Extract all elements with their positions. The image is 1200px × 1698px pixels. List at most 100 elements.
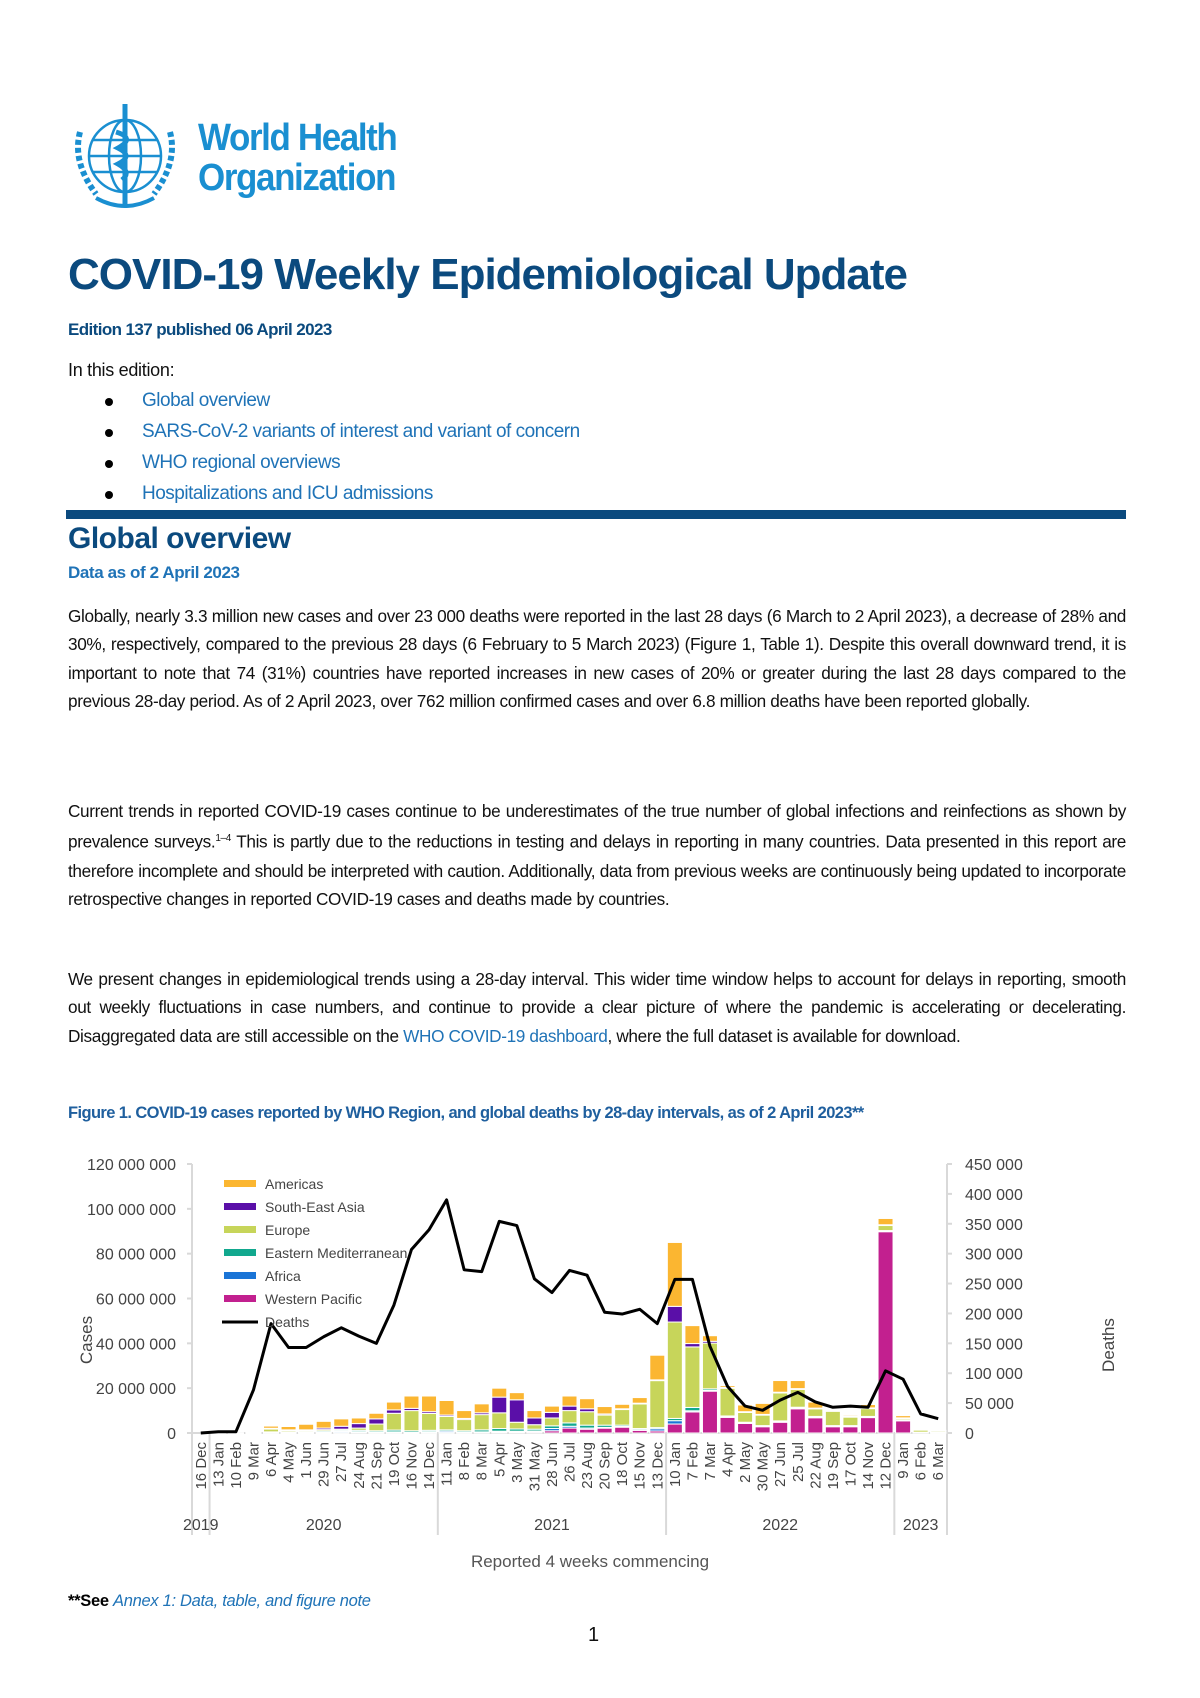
bar-segment-americas: [368, 1412, 385, 1420]
x-tick-label: 6 Mar: [930, 1442, 947, 1480]
x-tick-label: 31 May: [526, 1442, 543, 1492]
bar-segment-americas: [298, 1423, 315, 1431]
bar-segment-western-pacific: [737, 1422, 754, 1434]
x-tick-label: 25 Jul: [790, 1442, 807, 1482]
x-tick-label: 30 May: [755, 1442, 772, 1492]
bar-segment-europe: [824, 1410, 841, 1427]
citation-superscript: 1–4: [215, 833, 231, 845]
toc-link-variants[interactable]: SARS-CoV-2 variants of interest and vari…: [142, 421, 580, 442]
bar-segment-americas: [456, 1410, 473, 1419]
footnote: **See Annex 1: Data, table, and figure n…: [68, 1592, 371, 1611]
bar-segment-europe: [579, 1411, 596, 1426]
x-tick-label: 8 Mar: [474, 1442, 491, 1480]
bar-segment-africa: [666, 1420, 683, 1425]
x-tick-label: 11 Jan: [439, 1442, 456, 1486]
in-this-edition-label: In this edition:: [68, 360, 175, 380]
bar-segment-europe: [561, 1410, 578, 1424]
x-axis-label: Reported 4 weeks commencing: [471, 1552, 709, 1571]
bar-segment-europe: [737, 1411, 754, 1423]
bar-segment-europe: [543, 1417, 560, 1427]
bar-segment-europe: [403, 1410, 420, 1432]
bar-segment-south-east-asia: [350, 1423, 367, 1429]
year-label: 2021: [534, 1517, 570, 1534]
y-tick-label: 20 000 000: [96, 1381, 176, 1398]
bar-segment-americas: [526, 1410, 543, 1419]
bar-segment-europe: [684, 1346, 701, 1408]
bar-segment-americas: [789, 1380, 806, 1390]
toc-link-hospitalizations[interactable]: Hospitalizations and ICU admissions: [142, 483, 433, 504]
para3-text: We present changes in epidemiological tr…: [68, 969, 1126, 1046]
x-tick-label: 23 Aug: [579, 1442, 596, 1489]
bar-segment-europe: [456, 1419, 473, 1432]
x-tick-label: 4 May: [281, 1442, 298, 1483]
y-tick-label: 80 000 000: [96, 1247, 176, 1264]
deaths-line: [200, 1198, 939, 1435]
bar-segment-europe: [596, 1414, 613, 1426]
bar-segment-europe: [666, 1321, 683, 1419]
x-tick-label: 28 Jun: [544, 1442, 561, 1487]
legend-label: Western Pacific: [265, 1291, 362, 1307]
y-tick-label: 120 000 000: [87, 1157, 176, 1174]
bar-segment-americas: [614, 1403, 631, 1410]
legend-label: Europe: [265, 1222, 310, 1238]
bar-segment-americas: [877, 1217, 894, 1226]
x-tick-label: 10 Jan: [667, 1442, 684, 1487]
toc-link-regional-overviews[interactable]: WHO regional overviews: [142, 452, 341, 473]
bar-segment-europe: [491, 1412, 508, 1430]
bar-segment-south-east-asia: [561, 1405, 578, 1412]
y2-tick-label: 50 000: [965, 1396, 1014, 1413]
paragraph-underestimates: Current trends in reported COVID-19 case…: [68, 797, 1126, 913]
x-tick-label: 3 May: [509, 1442, 526, 1483]
bar-segment-americas: [333, 1418, 350, 1427]
year-label: 2022: [762, 1517, 798, 1534]
bullet-icon: [105, 429, 113, 437]
x-tick-label: 7 Feb: [684, 1442, 701, 1480]
bar-segment-western-pacific: [561, 1427, 578, 1434]
toc-item: Global overview: [105, 390, 270, 412]
document-title: COVID-19 Weekly Epidemiological Update: [68, 250, 908, 299]
bar-segment-western-pacific: [807, 1416, 824, 1434]
bar-segment-europe: [631, 1403, 648, 1430]
bar-segment-europe: [473, 1414, 490, 1431]
x-tick-label: 1 Jun: [298, 1442, 315, 1479]
y2-tick-label: 350 000: [965, 1217, 1023, 1234]
bar-segment-western-pacific: [701, 1390, 718, 1434]
toc-item: SARS-CoV-2 variants of interest and vari…: [105, 421, 580, 443]
dashboard-link[interactable]: WHO COVID-19 dashboard: [403, 1025, 608, 1046]
x-tick-label: 6 Apr: [263, 1442, 280, 1477]
x-tick-label: 7 Mar: [702, 1442, 719, 1480]
legend-swatch: [224, 1272, 256, 1279]
annex-link[interactable]: Annex 1: Data, table, and figure note: [113, 1592, 371, 1610]
bar-segment-western-pacific: [684, 1411, 701, 1434]
footnote-prefix: **See: [68, 1592, 109, 1610]
bar-segment-western-pacific: [895, 1419, 912, 1434]
x-tick-label: 22 Aug: [807, 1442, 824, 1489]
bar-segment-americas: [842, 1414, 859, 1417]
y-tick-label: 0: [167, 1426, 176, 1443]
bar-segment-europe: [649, 1380, 666, 1429]
x-tick-label: 21 Sep: [368, 1442, 385, 1490]
x-tick-label: 27 Jun: [772, 1442, 789, 1487]
x-tick-label: 20 Sep: [597, 1442, 614, 1490]
bullet-icon: [105, 491, 113, 499]
y2-tick-label: 100 000: [965, 1366, 1023, 1383]
bullet-icon: [105, 460, 113, 468]
bar-segment-south-east-asia: [491, 1396, 508, 1414]
legend-swatch: [224, 1295, 256, 1302]
x-tick-label: 13 Dec: [649, 1442, 666, 1490]
y2-tick-label: 200 000: [965, 1306, 1023, 1323]
bar-segment-americas: [772, 1380, 789, 1393]
toc-link-global-overview[interactable]: Global overview: [142, 390, 270, 411]
x-tick-label: 18 Oct: [614, 1441, 631, 1486]
bar-segment-south-east-asia: [368, 1418, 385, 1425]
bar-segment-americas: [403, 1395, 420, 1409]
bar-segment-europe: [807, 1408, 824, 1417]
y2-tick-label: 150 000: [965, 1336, 1023, 1353]
x-tick-label: 2 May: [737, 1442, 754, 1483]
bar-segment-europe: [368, 1423, 385, 1432]
bar-segment-western-pacific: [666, 1423, 683, 1434]
x-tick-label: 10 Feb: [228, 1442, 245, 1489]
bar-segment-americas: [263, 1425, 280, 1429]
cases-deaths-chart: Americas South-East Asia Europe Eastern Med…: [77, 1157, 1118, 1571]
x-tick-label: 4 Apr: [720, 1442, 737, 1477]
